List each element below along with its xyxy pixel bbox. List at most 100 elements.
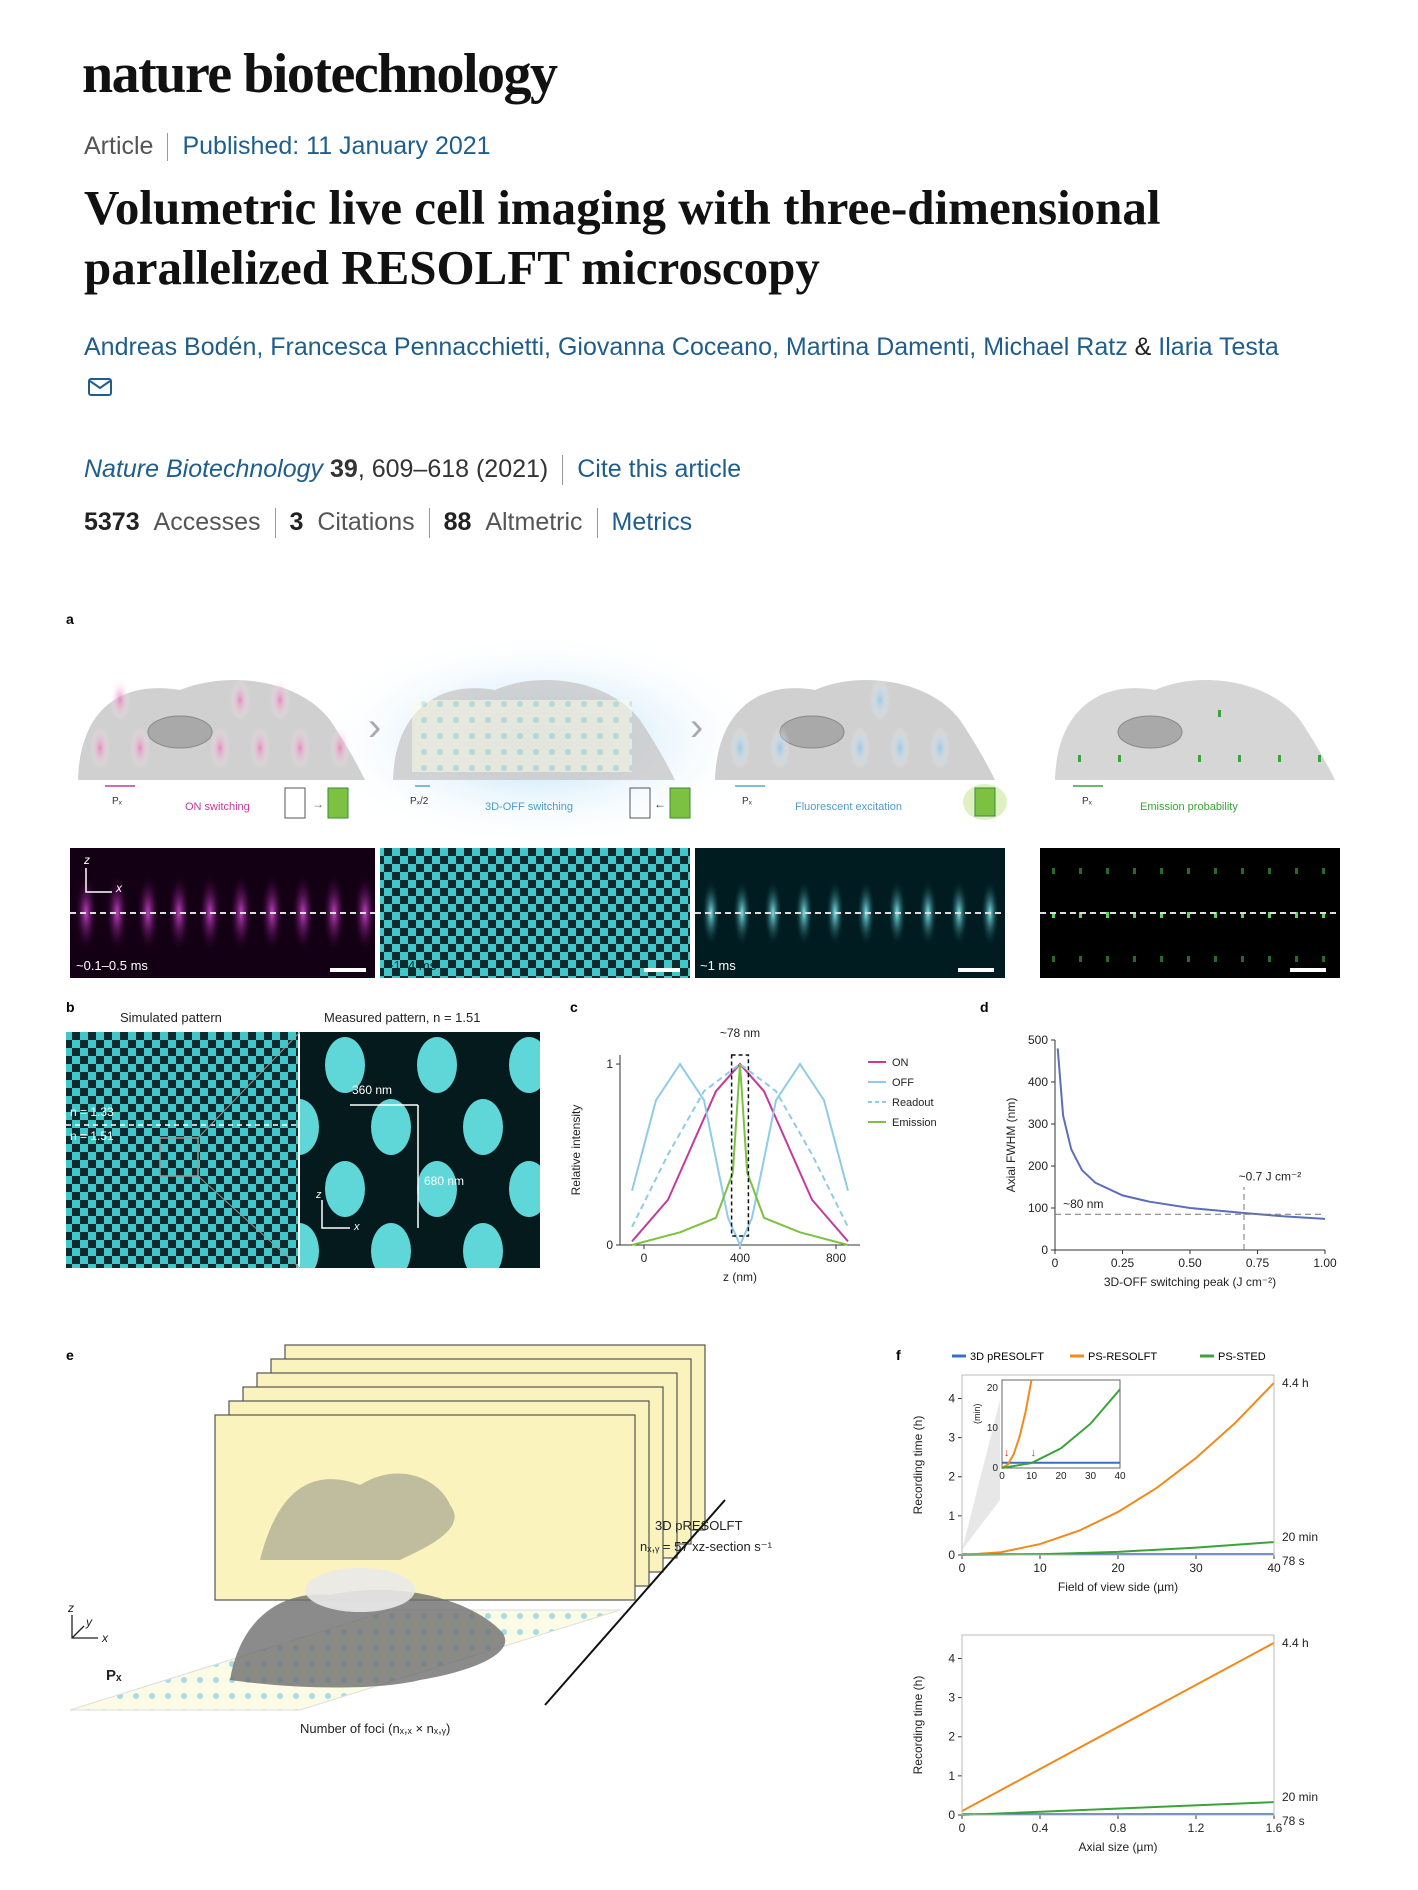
y-tick-label: 400 — [1028, 1075, 1048, 1089]
micrograph-emission — [1040, 848, 1340, 978]
zoom-box — [159, 1137, 199, 1177]
legend-label: Emission — [892, 1117, 937, 1129]
x-axis-label: Field of view side (µm) — [1058, 1580, 1178, 1594]
arrow-chevron-icon: › — [690, 705, 703, 749]
stack-illustration: z y x Pₓ 3D pRESOLFT nₓ,ᵧ = 57 xz-sectio… — [67, 1344, 773, 1736]
x-tick-label: 1.6 — [1266, 1821, 1283, 1835]
legend-3d-presolft: 3D pRESOLFT — [970, 1351, 1044, 1363]
altmetric-count: 88 — [443, 508, 472, 536]
y-tick-label: 300 — [1028, 1117, 1048, 1131]
focus-spot — [1052, 868, 1055, 874]
author-link[interactable]: Giovanna Coceano — [557, 333, 772, 361]
focus-spot — [1241, 868, 1244, 874]
x-tick-label: 0.50 — [1178, 1256, 1202, 1270]
author-link[interactable]: Francesca Pennacchietti — [270, 333, 545, 361]
article-type: Article — [84, 132, 154, 160]
panel-c-label: c — [570, 999, 578, 1015]
y-tick-label: 0 — [948, 1808, 955, 1822]
accesses-label: Accesses — [153, 508, 261, 536]
cite-link[interactable]: Cite this article — [577, 455, 742, 483]
y-tick-label: 4 — [948, 1651, 955, 1665]
step-label-on: ON switching — [185, 801, 250, 813]
svg-text:→: → — [312, 797, 324, 811]
focus-spot — [1268, 868, 1271, 874]
focus-spot — [168, 875, 190, 951]
micrograph-on: z x ~0.1–0.5 ms — [70, 848, 376, 978]
legend-ps-resolft: PS-RESOLFT — [1088, 1351, 1157, 1363]
inset-tick-label: 0 — [999, 1471, 1005, 1482]
author-ampersand: & — [1134, 333, 1152, 361]
series-line — [631, 1063, 849, 1246]
end-label: 78 s — [1282, 1554, 1305, 1568]
inset-frame — [1001, 1379, 1121, 1469]
pf-label: Pₓ — [106, 1667, 122, 1684]
scale-bar — [644, 968, 680, 972]
metrics-link[interactable]: Metrics — [611, 508, 693, 536]
focus-spot — [1052, 956, 1055, 962]
author-link[interactable]: Andreas Bodén — [84, 333, 257, 361]
axis-x: x — [353, 1221, 360, 1233]
sim-title: Simulated pattern — [120, 1010, 222, 1025]
inset-ylabel: (min) — [972, 1404, 982, 1425]
legend-ps-sted: PS-STED — [1218, 1351, 1266, 1363]
cell-illustration-3: Pₓ Fluorescent excitation — [715, 678, 1007, 820]
panel-b-label: b — [66, 999, 75, 1015]
inset-chart: 0 10 20 30 40 0 10 20 (min) ↓ ↓ — [972, 1379, 1126, 1482]
period-label: Pₓ — [1082, 796, 1093, 807]
micrograph-readout: ~1 ms — [695, 848, 1005, 978]
author-link[interactable]: Martina Damenti — [785, 333, 970, 361]
end-label: 4.4 h — [1282, 1636, 1309, 1650]
fwhm-box — [730, 1054, 750, 1237]
focus-spot — [1187, 868, 1190, 874]
divider — [596, 508, 598, 539]
journal-logo[interactable]: nature biotechnology — [82, 43, 558, 105]
author-link[interactable]: Michael Ratz — [983, 333, 1128, 361]
x-tick-label: 0.8 — [1110, 1821, 1127, 1835]
series-line — [1056, 1048, 1326, 1220]
x-tick-label: 10 — [1033, 1561, 1047, 1575]
inset-tick-label: 10 — [1026, 1471, 1038, 1482]
focus-spot — [795, 880, 813, 946]
citations-label: Citations — [317, 508, 415, 536]
plot-frame — [961, 1374, 1275, 1556]
author-link[interactable]: Ilaria Testa — [1158, 333, 1279, 361]
citation-line: Nature Biotechnology 39, 609–618 (2021) C… — [84, 455, 742, 486]
legend-label: Readout — [892, 1097, 934, 1109]
title-line-1: Volumetric live cell imaging with three-… — [84, 180, 1161, 235]
focus-spot — [1160, 868, 1163, 874]
divider — [274, 508, 276, 539]
pages: , 609–618 (2021) — [357, 455, 549, 483]
y-tick-label: 4 — [948, 1391, 955, 1405]
focus-spot — [1241, 956, 1244, 962]
chart-f-top: 0 10 20 30 40 0 1 2 3 4 Field of view side (µm) Rec… — [911, 1374, 1318, 1594]
series-line — [631, 1062, 849, 1243]
x-axis-label: Axial size (µm) — [1079, 1840, 1158, 1854]
x-tick-label: 1.00 — [1313, 1256, 1337, 1270]
focus-spot — [1079, 912, 1082, 918]
article-meta: Article Published: 11 January 2021 — [84, 132, 491, 162]
focus-spot — [1268, 956, 1271, 962]
x-axis-label: 3D-OFF switching peak (J cm⁻²) — [1104, 1275, 1276, 1289]
y-axis-label: Recording time (h) — [911, 1416, 925, 1515]
x-tick-label: 0.25 — [1111, 1256, 1135, 1270]
x-tick-label: 30 — [1189, 1561, 1203, 1575]
axis-y: y — [85, 1615, 93, 1629]
author-list: Andreas Bodén, Francesca Pennacchietti, … — [84, 333, 1279, 361]
cell-illustration-1: Pₓ ON switching → — [78, 678, 365, 819]
method-label: 3D pRESOLFT — [655, 1518, 742, 1533]
inset-tick-label: 30 — [1085, 1471, 1097, 1482]
journal-name[interactable]: Nature Biotechnology — [84, 455, 324, 483]
y-tick-label: 1 — [948, 1509, 955, 1523]
scale-bar — [958, 968, 994, 972]
x-tick-label: 40 — [1267, 1561, 1281, 1575]
y-tick-label: 0 — [1041, 1243, 1048, 1257]
y-tick-label: 500 — [1028, 1033, 1048, 1047]
focus-spot — [1295, 912, 1298, 918]
focus-spot — [1160, 956, 1163, 962]
measured-pattern — [300, 1032, 540, 1268]
y-axis-label: Relative intensity — [569, 1105, 583, 1196]
series-line — [961, 1541, 1275, 1556]
panel-a-label: a — [66, 611, 74, 627]
focus-spot — [1160, 912, 1163, 918]
mail-icon[interactable] — [88, 378, 112, 396]
